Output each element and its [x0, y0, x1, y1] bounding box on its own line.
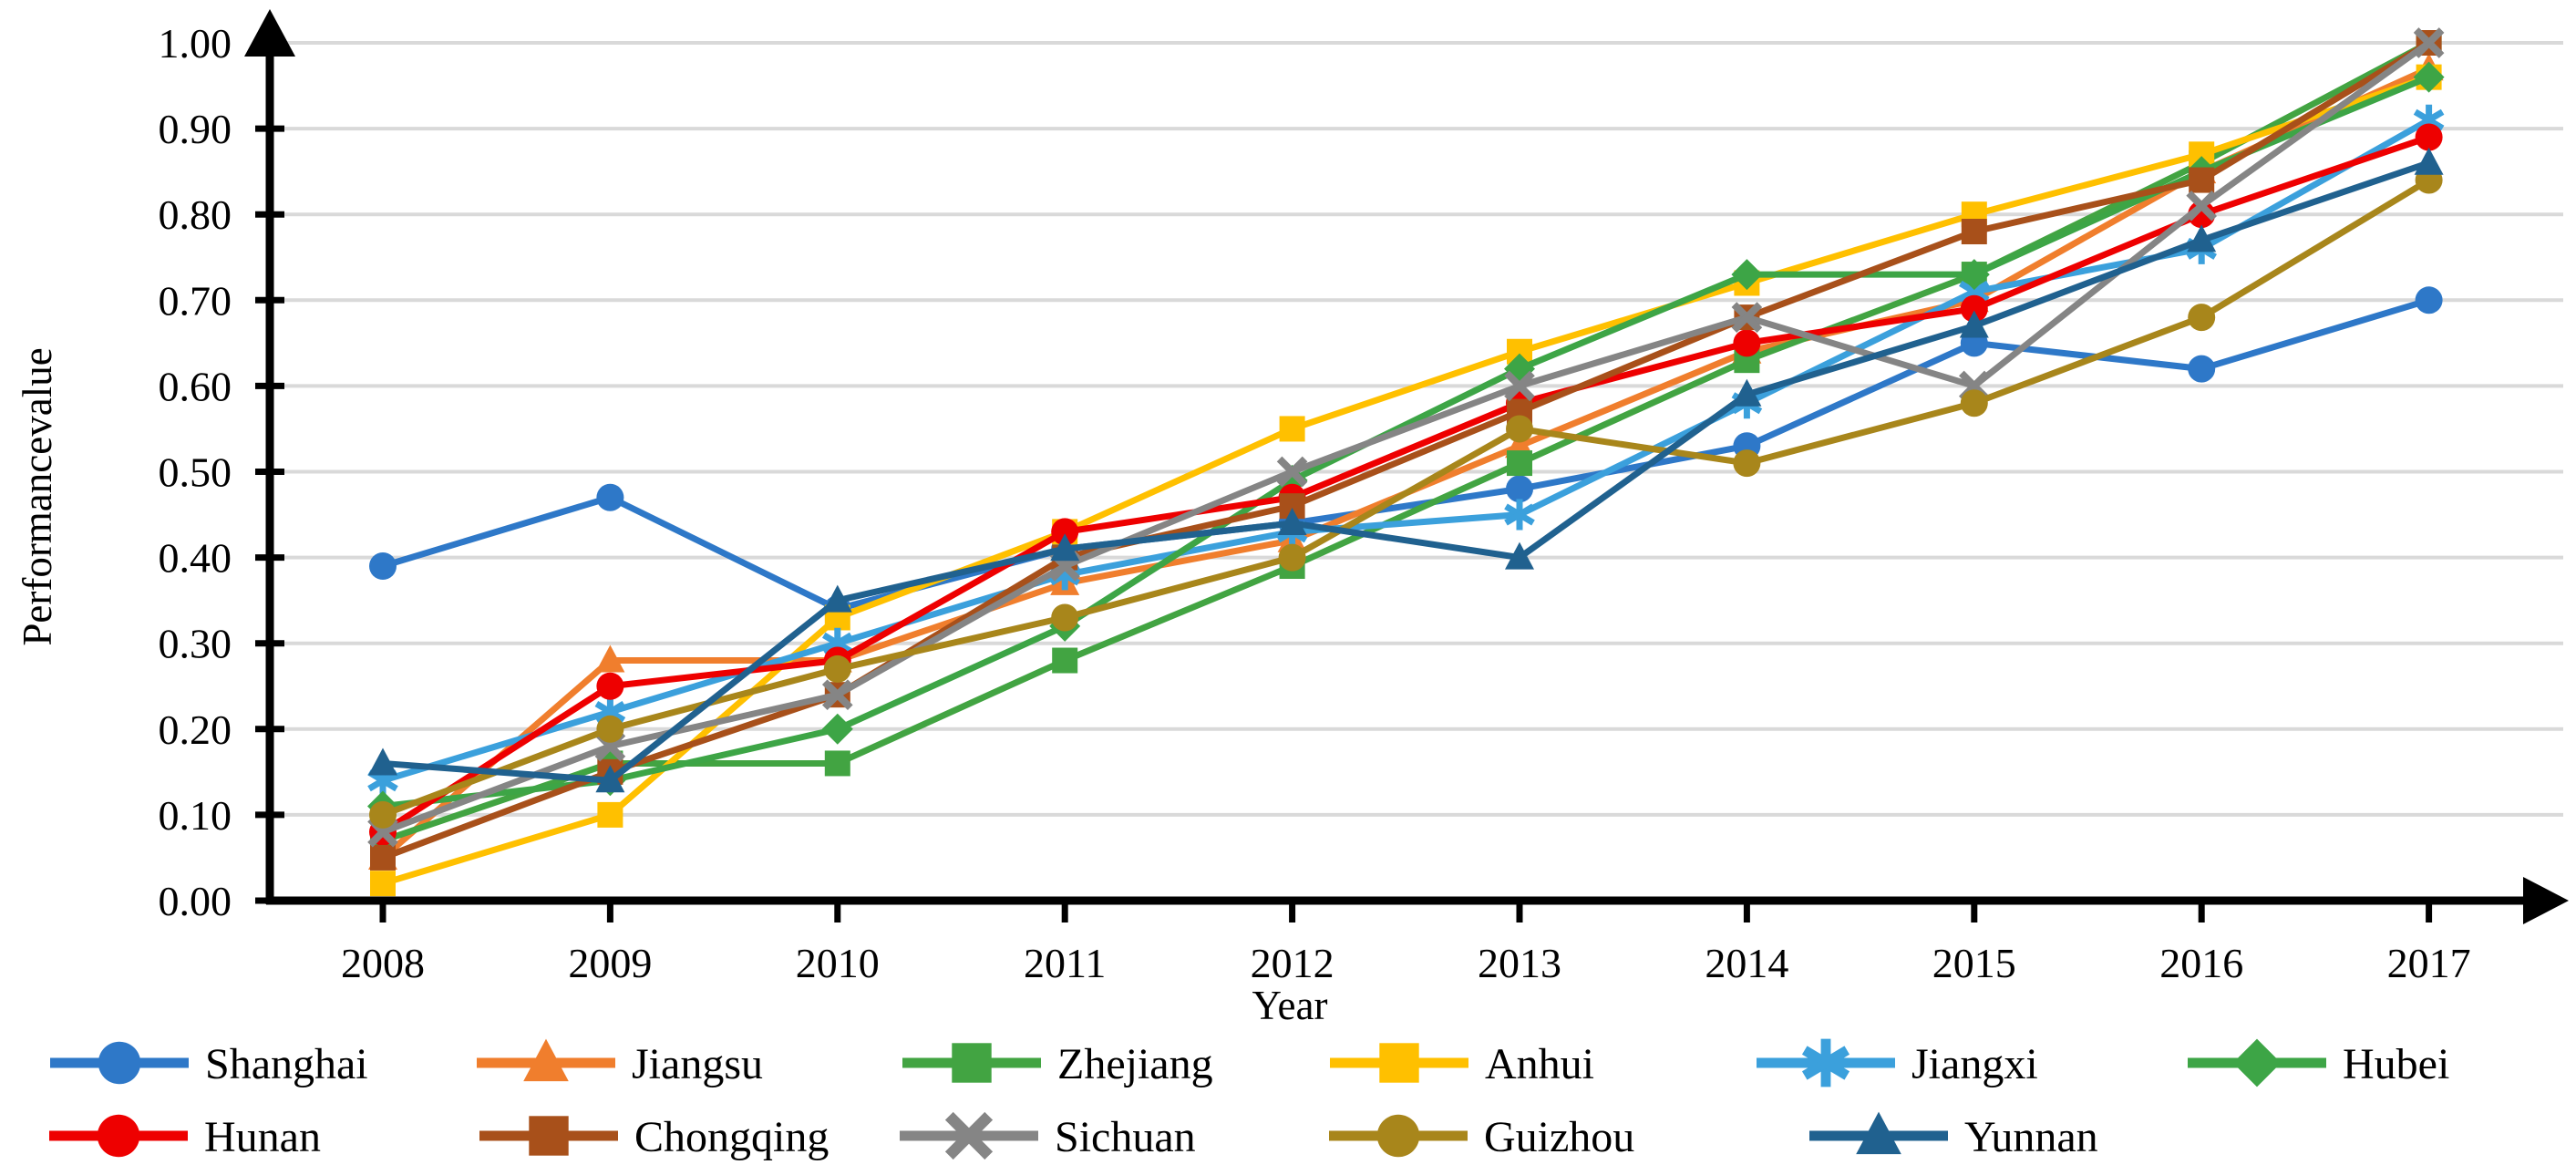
y-tick-label: 0.20 [159, 706, 232, 753]
legend-item-zhejiang: Zhejiang [902, 1040, 1213, 1088]
axes [244, 9, 2569, 924]
y-tick-label: 0.90 [159, 106, 232, 152]
legend-item-hubei: Hubei [2188, 1038, 2449, 1088]
x-axis-title: Year [1252, 983, 1328, 1028]
x-tick-label: 2013 [1478, 940, 1561, 986]
legend-label: Yunnan [1964, 1113, 2098, 1161]
legend-item-sichuan: Sichuan [900, 1111, 1196, 1161]
x-axis-arrow [2523, 877, 2569, 924]
legend-label: Sichuan [1055, 1113, 1196, 1161]
y-tick-label: 0.00 [159, 878, 232, 924]
legend-label: Anhui [1485, 1040, 1594, 1088]
legend-label: Zhejiang [1057, 1040, 1213, 1088]
x-tick-label: 2017 [2387, 940, 2471, 986]
legend-item-jiangxi: Jiangxi [1757, 1038, 2038, 1088]
legend-label: Shanghai [205, 1040, 368, 1088]
series-hunan [369, 123, 2443, 846]
x-tick-label: 2008 [341, 940, 425, 986]
legend-item-shanghai: Shanghai [50, 1040, 368, 1088]
x-tick-label: 2010 [796, 940, 880, 986]
legend-item-anhui: Anhui [1330, 1040, 1594, 1088]
y-tick-label: 0.60 [159, 363, 232, 409]
axis-ticks: 0.00 0.10 0.20 0.30 0.40 0.50 0.60 0.70 0.80 0.90… [159, 20, 2471, 986]
legend-label: Hubei [2343, 1040, 2449, 1088]
y-tick-label: 0.30 [159, 621, 232, 667]
x-tick-label: 2016 [2159, 940, 2243, 986]
x-tick-label: 2011 [1024, 940, 1106, 986]
x-tick-label: 2014 [1705, 940, 1788, 986]
y-tick-label: 0.50 [159, 449, 232, 496]
series-anhui [370, 64, 2442, 897]
series-shanghai [369, 286, 2443, 624]
x-tick-label: 2012 [1251, 940, 1334, 986]
legend-label: Jiangxi [1911, 1040, 2038, 1088]
legend-label: Chongqing [634, 1113, 829, 1161]
y-axis-title: Performancevalue [15, 347, 60, 645]
legend-item-jiangsu: Jiangsu [477, 1038, 763, 1088]
x-tick-label: 2009 [568, 940, 652, 986]
legend-label: Guizhou [1484, 1113, 1634, 1161]
legend-item-yunnan: Yunnan [1809, 1111, 2098, 1161]
y-tick-label: 0.10 [159, 792, 232, 839]
y-tick-label: 0.70 [159, 277, 232, 324]
y-tick-label: 1.00 [159, 20, 232, 67]
legend-item-guizhou: Guizhou [1329, 1113, 1634, 1161]
y-axis-arrow [244, 9, 295, 57]
legend-item-chongqing: Chongqing [479, 1113, 829, 1161]
x-tick-label: 2015 [1932, 940, 2016, 986]
y-tick-label: 0.40 [159, 535, 232, 582]
series-yunnan [368, 147, 2444, 793]
series-guizhou [369, 166, 2443, 829]
legend-label: Hunan [204, 1113, 321, 1161]
y-tick-label: 0.80 [159, 191, 232, 238]
legend-label: Jiangsu [632, 1040, 763, 1088]
legend-item-hunan: Hunan [49, 1113, 321, 1161]
legend: Shanghai Jiangsu Zhejiang Anhui Jiangxi Hubei… [49, 1038, 2449, 1161]
